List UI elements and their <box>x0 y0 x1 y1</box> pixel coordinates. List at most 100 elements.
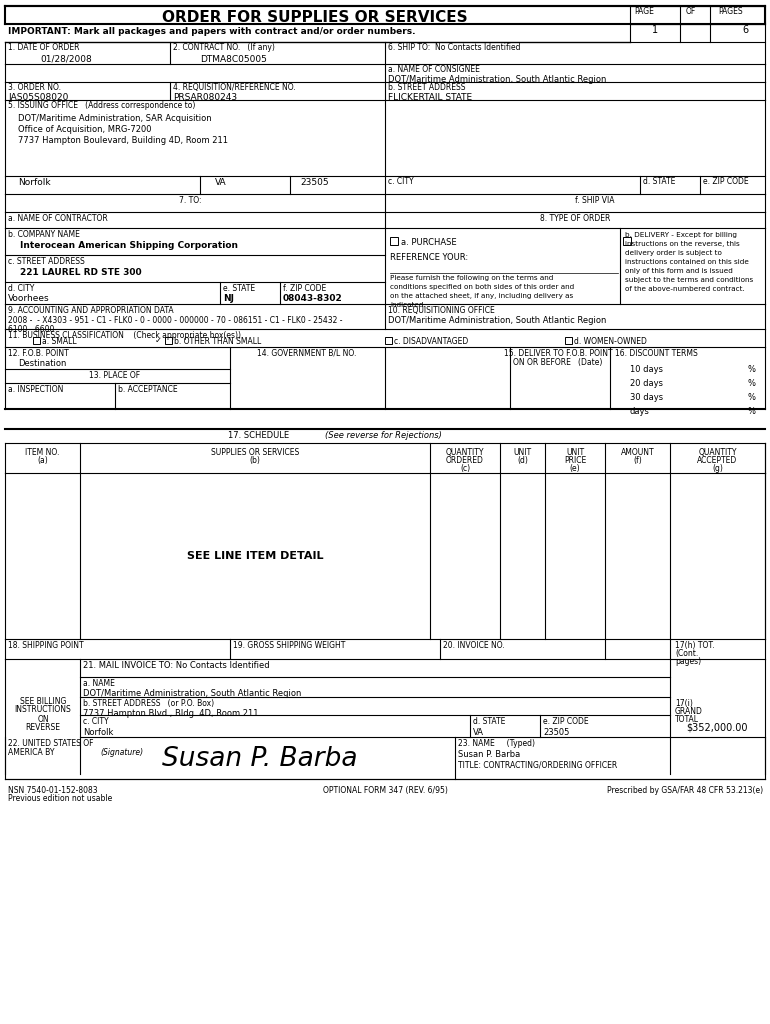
Text: %: % <box>748 365 756 374</box>
Text: on the attached sheet, if any, including delivery as: on the attached sheet, if any, including… <box>390 293 573 299</box>
Text: a. NAME OF CONSIGNEE: a. NAME OF CONSIGNEE <box>388 65 480 74</box>
Text: (See reverse for Rejections): (See reverse for Rejections) <box>325 431 442 440</box>
Text: c. CITY: c. CITY <box>388 177 413 186</box>
Text: Interocean American Shipping Corporation: Interocean American Shipping Corporation <box>20 241 238 250</box>
Text: 7. TO:: 7. TO: <box>179 196 201 205</box>
Text: Susan P. Barba: Susan P. Barba <box>458 750 521 759</box>
Text: Norfolk: Norfolk <box>18 178 51 187</box>
Text: of the above-numbered contract.: of the above-numbered contract. <box>625 286 745 292</box>
Text: b. ACCEPTANCE: b. ACCEPTANCE <box>118 385 178 394</box>
Text: ITEM NO.: ITEM NO. <box>25 449 60 457</box>
Text: Susan P. Barba: Susan P. Barba <box>162 746 358 772</box>
Bar <box>33 337 40 344</box>
Text: e. ZIP CODE: e. ZIP CODE <box>703 177 748 186</box>
Text: ACCEPTED: ACCEPTED <box>698 456 738 465</box>
Text: 6100 - 6600 -: 6100 - 6600 - <box>8 325 59 334</box>
Text: FLICKERTAIL STATE: FLICKERTAIL STATE <box>388 93 472 102</box>
Text: (c): (c) <box>460 464 470 473</box>
Text: f. SHIP VIA: f. SHIP VIA <box>575 196 614 205</box>
Text: 4. REQUISITION/REFERENCE NO.: 4. REQUISITION/REFERENCE NO. <box>173 83 296 92</box>
Text: DOT/Maritime Administration, South Atlantic Region: DOT/Maritime Administration, South Atlan… <box>388 75 607 84</box>
Text: REFERENCE YOUR:: REFERENCE YOUR: <box>390 253 468 262</box>
Bar <box>390 237 398 245</box>
Text: UNIT: UNIT <box>566 449 584 457</box>
Text: 17. SCHEDULE: 17. SCHEDULE <box>228 431 292 440</box>
Text: 11. BUSINESS CLASSIFICATION    (Check appropriate box(es)): 11. BUSINESS CLASSIFICATION (Check appro… <box>8 331 241 340</box>
Text: ON OR BEFORE   (Date): ON OR BEFORE (Date) <box>514 358 603 367</box>
Text: 9. ACCOUNTING AND APPROPRIATION DATA: 9. ACCOUNTING AND APPROPRIATION DATA <box>8 306 173 315</box>
Text: 23. NAME     (Typed): 23. NAME (Typed) <box>458 739 535 748</box>
Text: 6: 6 <box>742 25 748 35</box>
Text: a. NAME: a. NAME <box>83 679 115 688</box>
Text: NJ: NJ <box>223 294 234 303</box>
Text: 18. SHIPPING POINT: 18. SHIPPING POINT <box>8 641 84 650</box>
Bar <box>630 24 765 42</box>
Text: a. INSPECTION: a. INSPECTION <box>8 385 63 394</box>
Text: Previous edition not usable: Previous edition not usable <box>8 794 112 803</box>
Text: QUANTITY: QUANTITY <box>698 449 737 457</box>
Text: REVERSE: REVERSE <box>25 724 61 732</box>
Text: OF: OF <box>686 7 696 16</box>
Text: d. CITY: d. CITY <box>8 284 35 293</box>
Text: %: % <box>748 379 756 388</box>
Bar <box>165 337 172 344</box>
Text: 23505: 23505 <box>300 178 329 187</box>
Text: a. SMALL: a. SMALL <box>42 337 77 346</box>
Text: instructions on the reverse, this: instructions on the reverse, this <box>625 241 740 247</box>
Text: b. OTHER THAN SMALL: b. OTHER THAN SMALL <box>174 337 261 346</box>
Text: TITLE: CONTRACTING/ORDERING OFFICER: TITLE: CONTRACTING/ORDERING OFFICER <box>458 761 618 770</box>
Text: Office of Acquisition, MRG-7200: Office of Acquisition, MRG-7200 <box>18 125 152 134</box>
Text: PAGE: PAGE <box>634 7 654 16</box>
Text: b. DELIVERY - Except for billing: b. DELIVERY - Except for billing <box>625 232 737 238</box>
Text: ✓: ✓ <box>155 336 162 345</box>
Text: (d): (d) <box>517 456 528 465</box>
Text: pages): pages) <box>675 657 701 666</box>
Text: 6. SHIP TO:  No Contacts Identified: 6. SHIP TO: No Contacts Identified <box>388 43 521 52</box>
Text: (Signature): (Signature) <box>100 748 143 757</box>
Text: c. CITY: c. CITY <box>83 717 109 726</box>
Text: 1: 1 <box>652 25 658 35</box>
Text: SEE BILLING: SEE BILLING <box>20 696 66 706</box>
Text: (Cont.: (Cont. <box>675 649 698 658</box>
Text: e. STATE: e. STATE <box>223 284 255 293</box>
Text: 13. PLACE OF: 13. PLACE OF <box>89 371 141 380</box>
Text: 15. DELIVER TO F.O.B. POINT: 15. DELIVER TO F.O.B. POINT <box>504 349 612 358</box>
Text: subject to the terms and conditions: subject to the terms and conditions <box>625 278 753 283</box>
Text: SEE LINE ITEM DETAIL: SEE LINE ITEM DETAIL <box>187 551 323 561</box>
Text: c. DISADVANTAGED: c. DISADVANTAGED <box>394 337 468 346</box>
Text: Prescribed by GSA/FAR 48 CFR 53.213(e): Prescribed by GSA/FAR 48 CFR 53.213(e) <box>607 786 763 795</box>
Text: (g): (g) <box>712 464 723 473</box>
Text: 08043-8302: 08043-8302 <box>283 294 343 303</box>
Text: 23505: 23505 <box>543 728 569 737</box>
Text: delivery order is subject to: delivery order is subject to <box>625 250 722 256</box>
Text: ORDER FOR SUPPLIES OR SERVICES: ORDER FOR SUPPLIES OR SERVICES <box>162 10 468 25</box>
Text: NSN 7540-01-152-8083: NSN 7540-01-152-8083 <box>8 786 98 795</box>
Text: 20 days: 20 days <box>630 379 663 388</box>
Text: PRICE: PRICE <box>564 456 586 465</box>
Text: 12. F.O.B. POINT: 12. F.O.B. POINT <box>8 349 69 358</box>
Text: ON: ON <box>37 715 49 724</box>
Text: indicated.: indicated. <box>390 302 426 308</box>
Text: 3. ORDER NO.: 3. ORDER NO. <box>8 83 61 92</box>
Text: 10. REQUISITIONING OFFICE: 10. REQUISITIONING OFFICE <box>388 306 495 315</box>
Text: PAGES: PAGES <box>718 7 742 16</box>
Text: QUANTITY: QUANTITY <box>446 449 484 457</box>
Text: 1. DATE OF ORDER: 1. DATE OF ORDER <box>8 43 79 52</box>
Text: b. COMPANY NAME: b. COMPANY NAME <box>8 230 80 239</box>
Text: b. STREET ADDRESS: b. STREET ADDRESS <box>388 83 466 92</box>
Text: Destination: Destination <box>18 359 66 368</box>
Text: Voorhees: Voorhees <box>8 294 49 303</box>
Text: conditions specified on both sides of this order and: conditions specified on both sides of th… <box>390 284 574 290</box>
Text: 17(i): 17(i) <box>675 699 693 708</box>
Text: 21. MAIL INVOICE TO: No Contacts Identified: 21. MAIL INVOICE TO: No Contacts Identif… <box>83 662 270 670</box>
Text: d. WOMEN-OWNED: d. WOMEN-OWNED <box>574 337 647 346</box>
Text: 17(h) TOT.: 17(h) TOT. <box>675 641 715 650</box>
Text: DOT/Maritime Administration, SAR Acquisition: DOT/Maritime Administration, SAR Acquisi… <box>18 114 212 123</box>
Text: (a): (a) <box>37 456 48 465</box>
Text: 14. GOVERNMENT B/L NO.: 14. GOVERNMENT B/L NO. <box>257 349 357 358</box>
Text: c. STREET ADDRESS: c. STREET ADDRESS <box>8 257 85 266</box>
Bar <box>565 337 572 344</box>
Text: $352,000.00: $352,000.00 <box>686 723 748 733</box>
Text: UNIT: UNIT <box>514 449 531 457</box>
Text: 01/28/2008: 01/28/2008 <box>40 55 92 63</box>
